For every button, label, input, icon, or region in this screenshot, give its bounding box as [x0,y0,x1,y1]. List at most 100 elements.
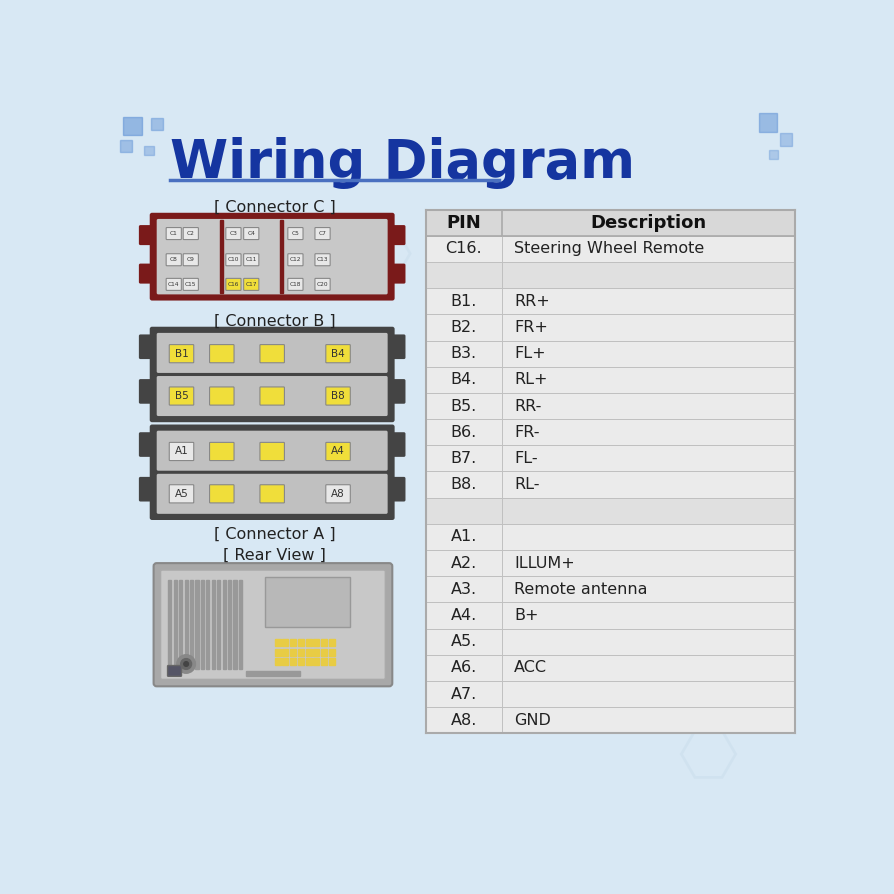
Text: C3: C3 [230,231,238,236]
Bar [274,639,281,646]
Text: A7.: A7. [451,687,477,702]
Text: C16.: C16. [445,241,482,257]
FancyBboxPatch shape [139,334,156,359]
FancyBboxPatch shape [156,431,388,471]
Circle shape [177,654,196,673]
Bar [290,658,296,665]
Text: C18: C18 [290,282,301,287]
Bar [426,524,795,550]
FancyBboxPatch shape [288,254,303,266]
Bar [426,262,795,288]
Text: B3.: B3. [451,346,477,361]
Text: FL-: FL- [514,451,537,466]
Text: C20: C20 [316,282,328,287]
Bar [246,670,300,676]
Text: B5.: B5. [451,399,477,414]
Bar [769,149,779,159]
Text: B8.: B8. [451,477,477,492]
FancyBboxPatch shape [260,387,284,405]
FancyBboxPatch shape [139,477,156,502]
Bar [426,654,795,681]
FancyBboxPatch shape [209,485,234,503]
FancyBboxPatch shape [315,254,330,266]
FancyBboxPatch shape [325,344,350,363]
Bar [426,315,795,341]
Text: A8.: A8. [451,713,477,728]
Text: A3.: A3. [451,582,477,597]
Text: B5: B5 [174,391,189,401]
FancyBboxPatch shape [169,344,194,363]
Text: Steering Wheel Remote: Steering Wheel Remote [514,241,704,257]
FancyBboxPatch shape [315,228,330,240]
Text: ILLUM+: ILLUM+ [514,555,575,570]
Bar [298,658,304,665]
Text: C17: C17 [246,282,257,287]
Text: [ Connector A ]: [ Connector A ] [214,527,335,542]
Bar [144,146,154,155]
Text: Description: Description [590,214,706,232]
Bar [274,658,281,665]
FancyBboxPatch shape [389,477,406,502]
Bar [298,639,304,646]
Text: C1: C1 [170,231,178,236]
Text: B7.: B7. [451,451,477,466]
Bar [426,471,795,498]
Text: A5.: A5. [451,634,477,649]
Bar [239,580,242,670]
Bar [426,628,795,654]
Text: B+: B+ [514,608,538,623]
Circle shape [181,659,191,670]
Text: [ Connector B ]: [ Connector B ] [214,314,335,329]
FancyBboxPatch shape [226,228,241,240]
Text: B2.: B2. [451,320,477,335]
FancyBboxPatch shape [226,254,241,266]
Bar [217,580,220,670]
Text: RR+: RR+ [514,294,550,308]
Text: [ Connector C ]: [ Connector C ] [214,199,335,215]
FancyBboxPatch shape [315,278,330,291]
FancyBboxPatch shape [389,264,406,283]
FancyBboxPatch shape [209,344,234,363]
Bar [120,139,132,152]
Text: A6.: A6. [451,661,477,675]
Bar [283,648,289,655]
FancyBboxPatch shape [389,379,406,404]
FancyBboxPatch shape [149,326,394,422]
FancyBboxPatch shape [156,219,388,294]
FancyBboxPatch shape [169,387,194,405]
FancyBboxPatch shape [149,425,394,520]
Text: C11: C11 [246,257,257,262]
Bar [426,603,795,628]
Bar [329,648,335,655]
Text: Remote antenna: Remote antenna [514,582,647,597]
Bar [290,648,296,655]
Text: ACC: ACC [514,661,547,675]
FancyBboxPatch shape [260,443,284,460]
Text: C7: C7 [318,231,326,236]
Bar [313,658,319,665]
Bar [266,577,350,627]
Bar [207,580,209,670]
Bar [321,658,327,665]
Bar [274,648,281,655]
Text: PIN: PIN [446,214,481,232]
Bar [306,648,312,655]
FancyBboxPatch shape [244,254,259,266]
Text: B1.: B1. [451,294,477,308]
Text: C4: C4 [248,231,255,236]
Text: GND: GND [514,713,551,728]
Bar [329,639,335,646]
FancyBboxPatch shape [389,225,406,245]
FancyBboxPatch shape [156,376,388,416]
Bar [306,658,312,665]
Text: A2.: A2. [451,555,477,570]
Bar [220,221,224,293]
Bar [179,580,182,670]
Text: B8: B8 [331,391,345,401]
Bar [426,210,795,236]
FancyBboxPatch shape [167,665,181,676]
Text: C16: C16 [228,282,239,287]
Bar [780,133,792,146]
FancyBboxPatch shape [260,485,284,503]
Bar [313,639,319,646]
